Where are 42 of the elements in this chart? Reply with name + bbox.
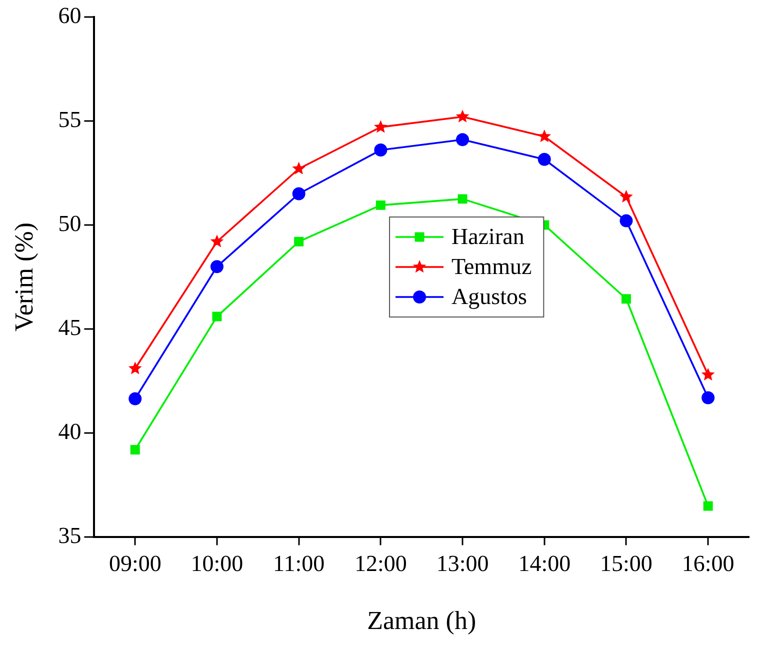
x-tick-label: 15:00: [600, 551, 652, 576]
legend-label: Haziran: [452, 224, 525, 250]
x-tick-label: 11:00: [273, 551, 325, 576]
y-tick-label: 60: [58, 2, 82, 28]
y-tick-label: 55: [58, 106, 82, 132]
point: [210, 260, 224, 274]
y-tick-label: 40: [58, 419, 82, 444]
point: [374, 144, 388, 157]
point: [456, 133, 470, 146]
point: [294, 236, 304, 246]
point: [456, 110, 470, 122]
point: [621, 294, 631, 304]
point: [374, 120, 388, 133]
point: [292, 187, 306, 200]
point: [212, 312, 222, 322]
point: [538, 152, 551, 166]
legend-label: Agustos: [452, 284, 527, 310]
point: [701, 368, 715, 380]
point: [620, 214, 633, 228]
x-tick-label: 13:00: [436, 551, 489, 576]
x-tick-label: 10:00: [190, 551, 244, 576]
point: [128, 392, 142, 406]
point: [620, 190, 633, 203]
y-tick-label: 35: [58, 523, 82, 548]
point: [130, 445, 140, 455]
point: [292, 162, 306, 174]
x-tick-label: 09:00: [108, 551, 162, 576]
y-tick-label: 45: [58, 315, 82, 340]
point: [703, 501, 713, 511]
point: [702, 391, 715, 404]
y-tick-label: 50: [58, 211, 82, 236]
x-tick-label: 16:00: [682, 551, 734, 576]
x-axis-title: Zaman (h): [367, 606, 476, 636]
point: [376, 200, 386, 210]
point: [458, 194, 468, 204]
x-tick-label: 14:00: [518, 551, 571, 576]
x-tick-label: 12:00: [354, 551, 407, 576]
point: [128, 362, 142, 374]
legend-label: Temmuz: [452, 254, 532, 280]
point: [538, 129, 552, 142]
point: [210, 234, 224, 248]
y-axis-title: Verim (%): [9, 222, 38, 332]
